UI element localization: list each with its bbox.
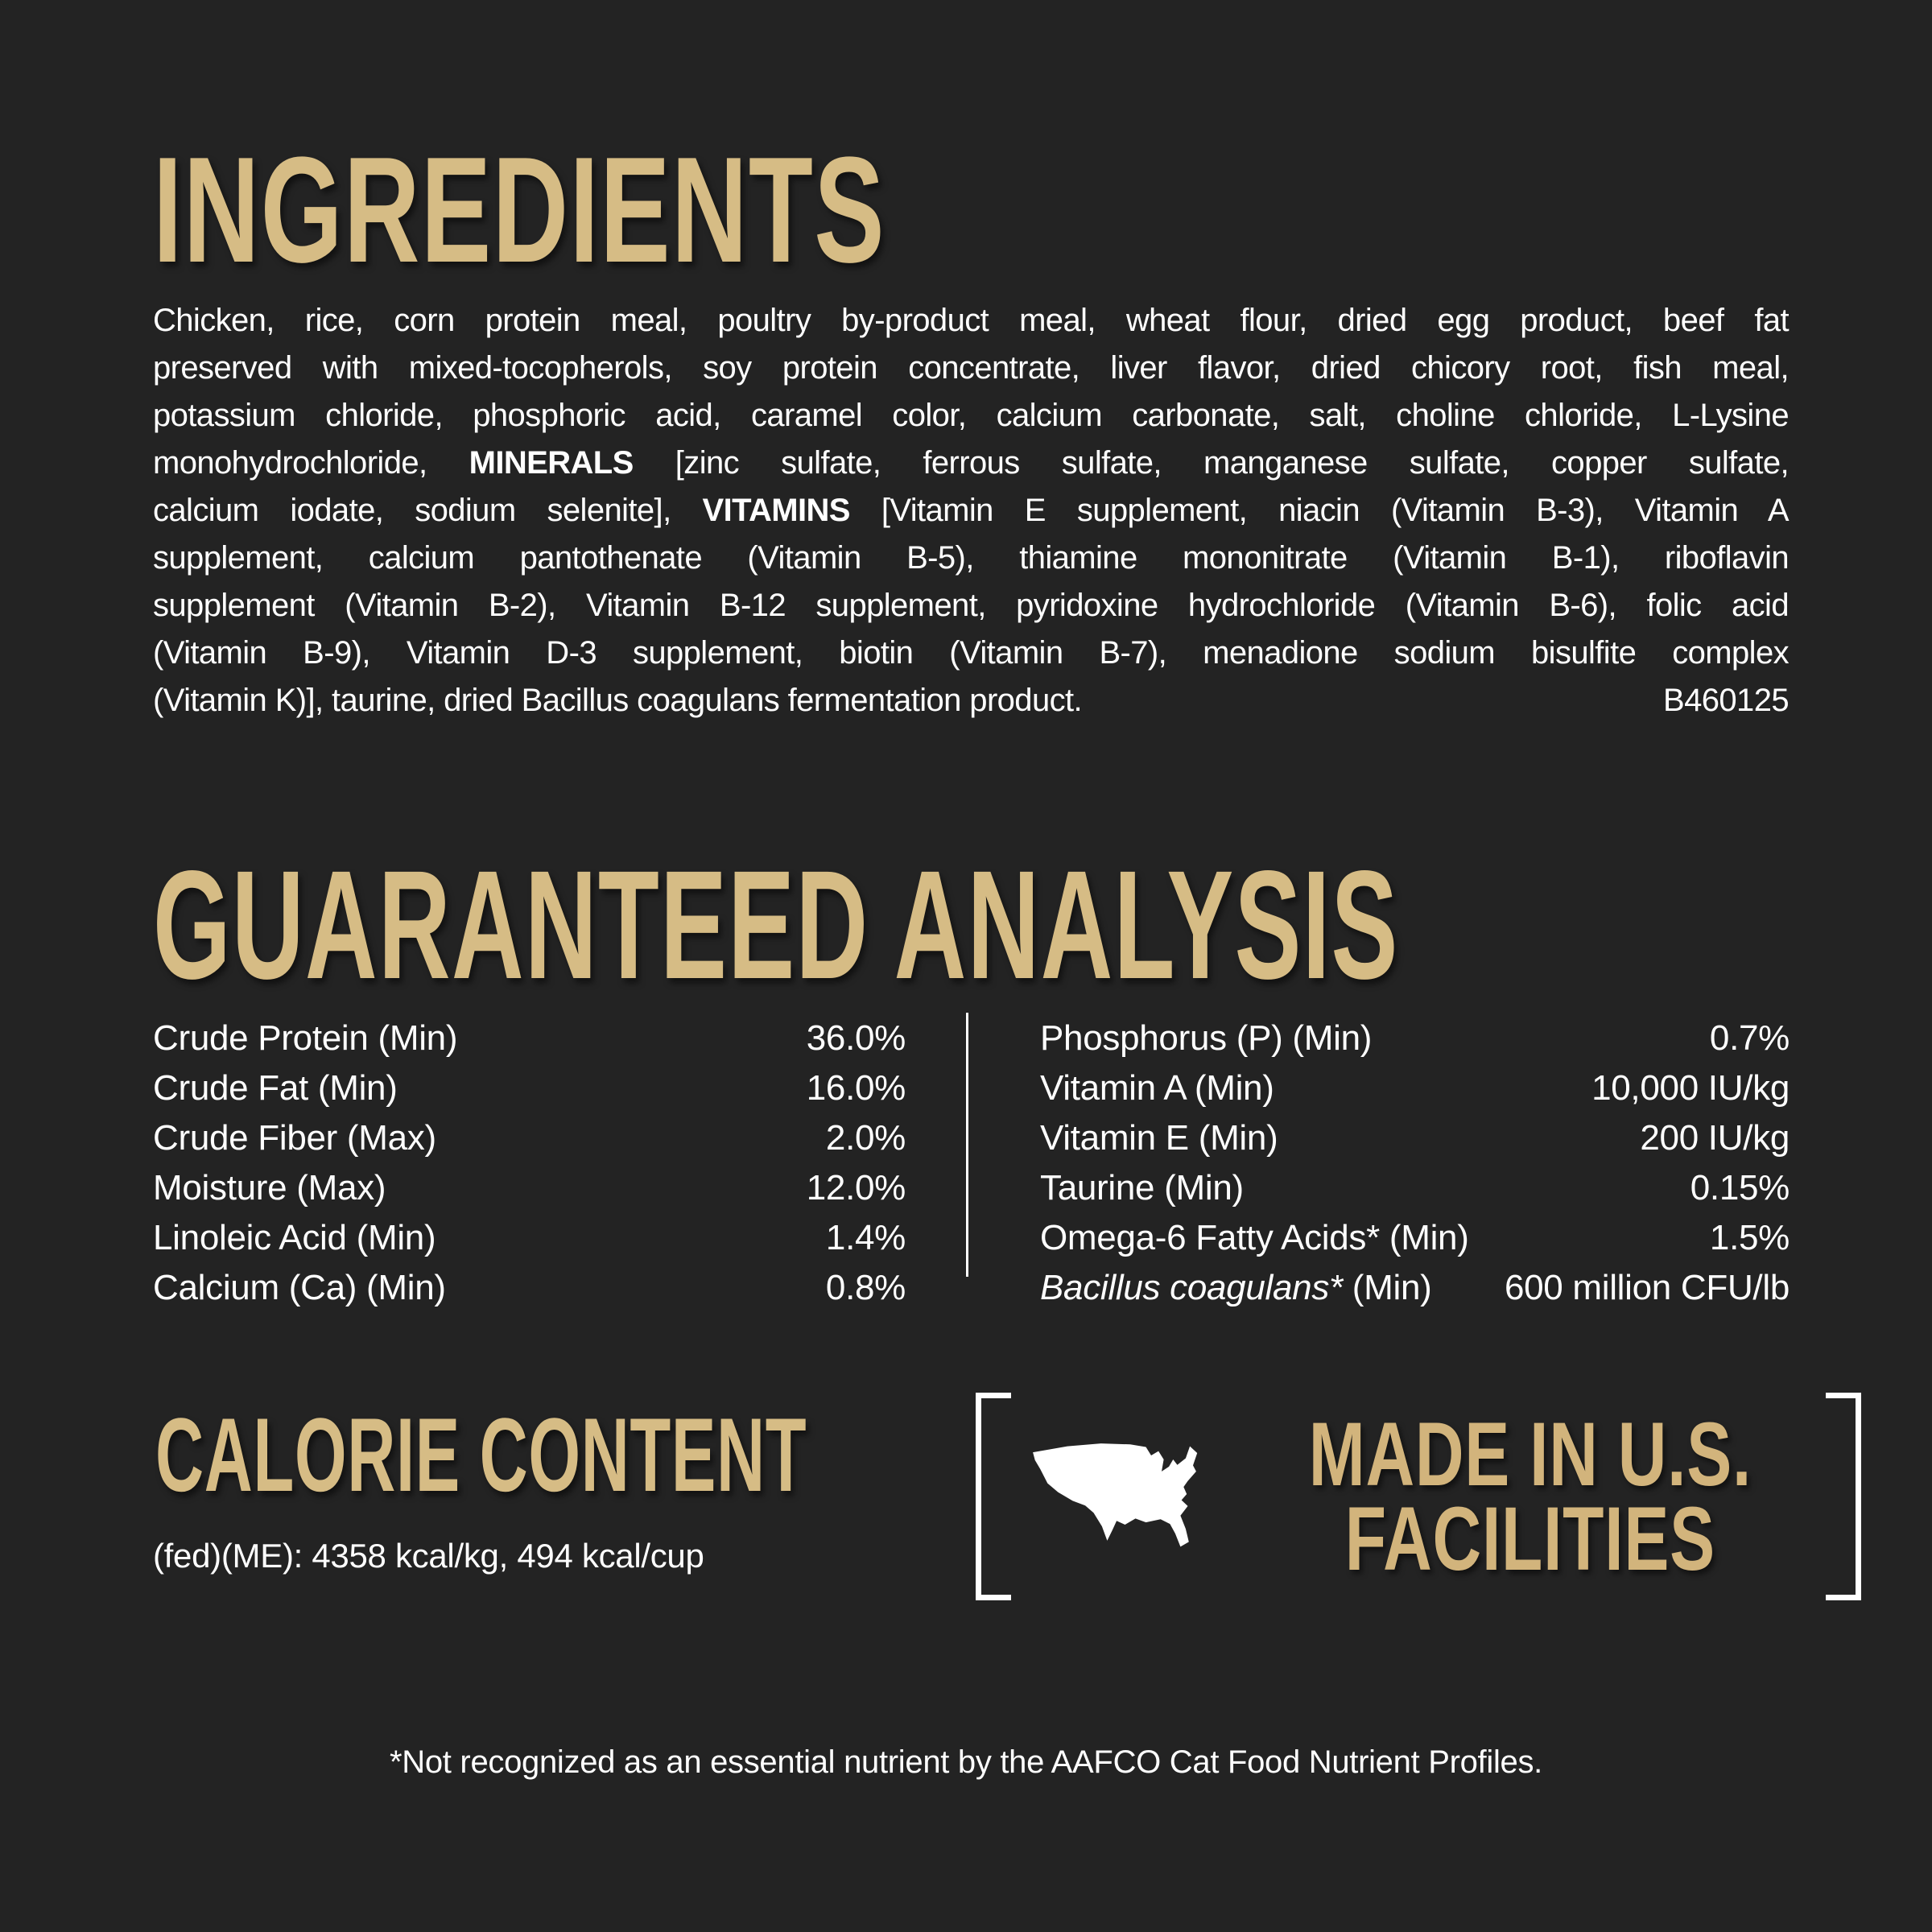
text-segment: Phosphorus (P) (Min): [1040, 1018, 1373, 1058]
analysis-label: Taurine (Min): [1040, 1163, 1244, 1213]
analysis-label: Phosphorus (P) (Min): [1040, 1013, 1372, 1063]
text-segment: preserved with mixed-tocopherols, soy pr…: [153, 350, 1790, 386]
analysis-value: 36.0%: [806, 1018, 906, 1058]
text-segment: MINERALS: [469, 445, 634, 481]
analysis-value: 0.15%: [1690, 1168, 1790, 1208]
analysis-label: Crude Fat (Min): [153, 1063, 398, 1113]
ingredients-line: (Vitamin B-9), Vitamin D-3 supplement, b…: [153, 630, 1790, 677]
usa-map-icon: [1033, 1443, 1198, 1547]
guaranteed-analysis-title: GUARANTEED ANALYSIS: [153, 838, 1399, 1011]
analysis-value: 1.4%: [825, 1218, 906, 1257]
made-in-us-block: MADE IN U.S. FACILITIES: [976, 1393, 1861, 1600]
analysis-label: Crude Protein (Min): [153, 1013, 458, 1063]
analysis-row: Omega-6 Fatty Acids* (Min) 1.5%: [1040, 1213, 1790, 1263]
text-segment: Calcium (Ca) (Min): [153, 1268, 446, 1307]
calorie-content-title: CALORIE CONTENT: [155, 1396, 807, 1513]
ingredients-line: calcium iodate, sodium selenite], VITAMI…: [153, 487, 1790, 535]
made-in-us-line2: FACILITIES: [1344, 1488, 1716, 1589]
ingredients-line: supplement (Vitamin B-2), Vitamin B-12 s…: [153, 582, 1790, 630]
right-bracket-decoration: [1825, 1393, 1861, 1600]
analysis-value: 600 million CFU/lb: [1504, 1268, 1790, 1307]
analysis-row: Taurine (Min) 0.15%: [1040, 1163, 1790, 1213]
analysis-value: 0.8%: [825, 1268, 906, 1307]
ingredients-line: potassium chloride, phosphoric acid, car…: [153, 392, 1790, 440]
ingredients-line: (Vitamin K)], taurine, dried Bacillus co…: [153, 677, 1790, 724]
text-segment: Crude Fat (Min): [153, 1068, 398, 1108]
text-segment: supplement, calcium pantothenate (Vitami…: [153, 540, 1790, 576]
analysis-value: 1.5%: [1709, 1218, 1790, 1257]
analysis-value: 2.0%: [825, 1118, 906, 1158]
text-segment: monohydrochloride,: [153, 445, 469, 481]
analysis-row: Bacillus coagulans* (Min) 600 million CFU…: [1040, 1263, 1790, 1313]
text-segment: Moisture (Max): [153, 1168, 386, 1208]
text-segment: VITAMINS: [702, 493, 851, 528]
analysis-row: Linoleic Acid (Min) 1.4%: [153, 1213, 906, 1263]
text-segment: Crude Protein (Min): [153, 1018, 458, 1058]
analysis-label: Moisture (Max): [153, 1163, 386, 1213]
analysis-value: 200 IU/kg: [1640, 1118, 1790, 1158]
ingredients-lines: Chicken, rice, corn protein meal, poultr…: [153, 297, 1790, 724]
aafco-footnote: *Not recognized as an essential nutrient…: [390, 1744, 1542, 1780]
analysis-label: Linoleic Acid (Min): [153, 1213, 436, 1263]
analysis-row: Vitamin A (Min) 10,000 IU/kg: [1040, 1063, 1790, 1113]
text-segment: [zinc sulfate, ferrous sulfate, manganes…: [633, 445, 1790, 481]
analysis-row: Vitamin E (Min) 200 IU/kg: [1040, 1113, 1790, 1163]
analysis-value: 16.0%: [806, 1068, 906, 1108]
text-segment: (Vitamin K)], taurine, dried Bacillus co…: [153, 683, 1083, 718]
analysis-right-column: Phosphorus (P) (Min) 0.7% Vitamin A (Min) 1…: [1040, 1013, 1790, 1313]
batch-code: B460125: [1663, 683, 1790, 718]
text-segment: Linoleic Acid (Min): [153, 1218, 436, 1257]
made-in-us-line1: MADE IN U.S.: [1308, 1404, 1752, 1505]
text-segment: calcium iodate, sodium selenite],: [153, 493, 703, 528]
analysis-row: Calcium (Ca) (Min) 0.8%: [153, 1263, 906, 1313]
analysis-label: Vitamin A (Min): [1040, 1063, 1274, 1113]
analysis-row: Crude Fat (Min) 16.0%: [153, 1063, 906, 1113]
analysis-left-column: Crude Protein (Min) 36.0% Crude Fat (Min) 1…: [153, 1013, 906, 1313]
analysis-label: Calcium (Ca) (Min): [153, 1263, 446, 1313]
analysis-value: 0.7%: [1709, 1018, 1790, 1058]
text-segment: Crude Fiber (Max): [153, 1118, 436, 1158]
ingredients-line: Chicken, rice, corn protein meal, poultr…: [153, 297, 1790, 345]
analysis-label: Crude Fiber (Max): [153, 1113, 436, 1163]
text-segment: Chicken, rice, corn protein meal, poultr…: [153, 303, 1790, 338]
text-segment: Omega-6 Fatty Acids* (Min): [1040, 1218, 1469, 1257]
analysis-label: Omega-6 Fatty Acids* (Min): [1040, 1213, 1469, 1263]
calorie-content-value: (fed)(ME): 4358 kcal/kg, 494 kcal/cup: [153, 1537, 704, 1575]
analysis-label: Bacillus coagulans* (Min): [1040, 1263, 1432, 1313]
text-segment: Vitamin E (Min): [1040, 1118, 1278, 1158]
ingredients-line: supplement, calcium pantothenate (Vitami…: [153, 535, 1790, 582]
analysis-column-divider: [966, 1013, 968, 1277]
ingredients-line: preserved with mixed-tocopherols, soy pr…: [153, 345, 1790, 392]
text-segment: (Min): [1342, 1268, 1432, 1307]
text-segment: potassium chloride, phosphoric acid, car…: [153, 398, 1790, 433]
analysis-row: Crude Fiber (Max) 2.0%: [153, 1113, 906, 1163]
text-segment: [Vitamin E supplement, niacin (Vitamin B…: [849, 493, 1790, 528]
text-segment: Taurine (Min): [1040, 1168, 1244, 1208]
analysis-row: Crude Protein (Min) 36.0%: [153, 1013, 906, 1063]
analysis-row: Phosphorus (P) (Min) 0.7%: [1040, 1013, 1790, 1063]
analysis-label: Vitamin E (Min): [1040, 1113, 1278, 1163]
analysis-value: 10,000 IU/kg: [1591, 1068, 1790, 1108]
ingredients-line-text: (Vitamin K)], taurine, dried Bacillus co…: [153, 677, 1083, 724]
text-segment: supplement (Vitamin B-2), Vitamin B-12 s…: [153, 588, 1790, 623]
made-in-us-label: MADE IN U.S. FACILITIES: [1235, 1393, 1826, 1600]
ingredients-line: monohydrochloride, MINERALS [zinc sulfat…: [153, 440, 1790, 487]
analysis-row: Moisture (Max) 12.0%: [153, 1163, 906, 1213]
text-segment: Bacillus coagulans*: [1040, 1268, 1343, 1307]
left-bracket-decoration: [976, 1393, 1011, 1600]
analysis-value: 12.0%: [806, 1168, 906, 1208]
text-segment: Vitamin A (Min): [1040, 1068, 1274, 1108]
ingredients-title: INGREDIENTS: [153, 126, 886, 294]
text-segment: (Vitamin B-9), Vitamin D-3 supplement, b…: [153, 635, 1790, 671]
